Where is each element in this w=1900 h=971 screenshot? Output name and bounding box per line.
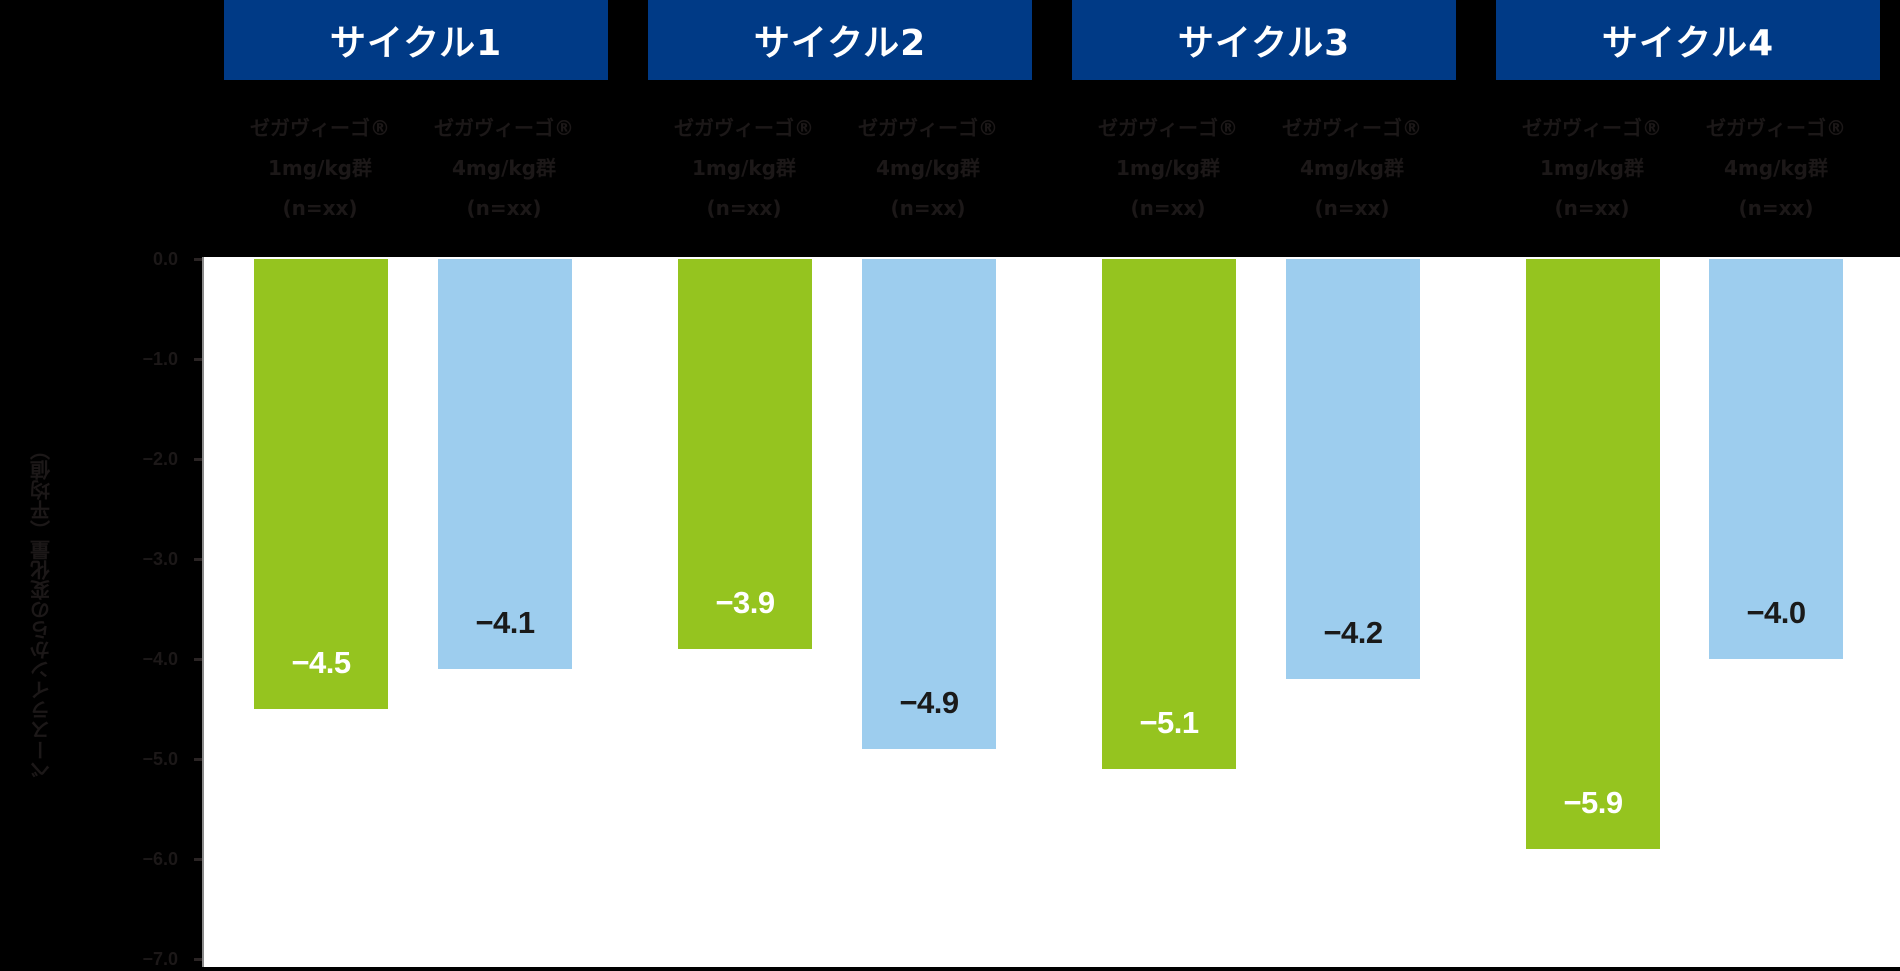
group-label-line: 4mg/kg群 bbox=[452, 156, 556, 180]
group-label-line: (n=xx) bbox=[890, 196, 966, 220]
group-label-low-dose: ゼガヴィーゴ® 1mg/kg群 (n=xx) bbox=[240, 108, 400, 238]
bar-value-label: −3.9 bbox=[715, 585, 775, 620]
bar-cycle1-high-dose: −4.1 bbox=[438, 259, 572, 669]
bar-value-label: −5.1 bbox=[1139, 705, 1199, 740]
y-tick-label: −1.0 bbox=[142, 349, 178, 369]
group-label-line: ゼガヴィーゴ® bbox=[674, 116, 814, 140]
group-label-line: ゼガヴィーゴ® bbox=[1282, 116, 1422, 140]
bar-cycle2-low-dose: −3.9 bbox=[678, 259, 812, 649]
group-label-high-dose: ゼガヴィーゴ® 4mg/kg群 (n=xx) bbox=[848, 108, 1008, 238]
group-label-line: (n=xx) bbox=[282, 196, 358, 220]
group-label-line: 4mg/kg群 bbox=[1724, 156, 1828, 180]
group-label-line: (n=xx) bbox=[1130, 196, 1206, 220]
group-label-line: ゼガヴィーゴ® bbox=[250, 116, 390, 140]
bar-value-label: −4.0 bbox=[1746, 595, 1806, 630]
y-tick-label: 0.0 bbox=[152, 249, 178, 269]
group-label-high-dose: ゼガヴィーゴ® 4mg/kg群 (n=xx) bbox=[424, 108, 584, 238]
cycle-1-header: サイクル1 bbox=[224, 0, 608, 80]
group-label-line: ゼガヴィーゴ® bbox=[1098, 116, 1238, 140]
y-axis-title: ベースラインからの変化量（平均値） bbox=[29, 440, 54, 780]
bar-cycle2-high-dose: −4.9 bbox=[862, 259, 996, 749]
group-label-line: (n=xx) bbox=[1738, 196, 1814, 220]
group-label-low-dose: ゼガヴィーゴ® 1mg/kg群 (n=xx) bbox=[664, 108, 824, 238]
cycle-2-header: サイクル2 bbox=[648, 0, 1032, 80]
bar-cycle1-low-dose: −4.5 bbox=[254, 259, 388, 709]
group-label-line: ゼガヴィーゴ® bbox=[1706, 116, 1846, 140]
y-tick-label: −4.0 bbox=[142, 649, 178, 669]
bar-value-label: −4.2 bbox=[1323, 615, 1383, 650]
y-tick-label: −2.0 bbox=[142, 449, 178, 469]
group-label-high-dose: ゼガヴィーゴ® 4mg/kg群 (n=xx) bbox=[1272, 108, 1432, 238]
bar-value-label: −5.9 bbox=[1563, 785, 1623, 820]
y-tick-label: −3.0 bbox=[142, 549, 178, 569]
group-label-line: 1mg/kg群 bbox=[268, 156, 372, 180]
y-tick bbox=[194, 658, 202, 661]
cycle-3-header: サイクル3 bbox=[1072, 0, 1456, 80]
y-axis-line bbox=[202, 257, 204, 967]
group-label-line: 1mg/kg群 bbox=[1540, 156, 1644, 180]
group-label-line: (n=xx) bbox=[706, 196, 782, 220]
bar-cycle4-high-dose: −4.0 bbox=[1709, 259, 1843, 659]
group-label-line: (n=xx) bbox=[1314, 196, 1390, 220]
bar-value-label: −4.9 bbox=[899, 685, 959, 720]
bar-value-label: −4.1 bbox=[475, 605, 535, 640]
y-tick bbox=[194, 558, 202, 561]
y-tick bbox=[194, 758, 202, 761]
y-tick bbox=[194, 458, 202, 461]
group-label-line: 4mg/kg群 bbox=[1300, 156, 1404, 180]
y-tick-label: −6.0 bbox=[142, 849, 178, 869]
group-label-line: (n=xx) bbox=[466, 196, 542, 220]
bar-cycle3-low-dose: −5.1 bbox=[1102, 259, 1236, 769]
bar-cycle4-low-dose: −5.9 bbox=[1526, 259, 1660, 849]
group-label-low-dose: ゼガヴィーゴ® 1mg/kg群 (n=xx) bbox=[1512, 108, 1672, 238]
group-label-line: ゼガヴィーゴ® bbox=[858, 116, 998, 140]
y-tick-label: −7.0 bbox=[142, 949, 178, 969]
group-label-line: 4mg/kg群 bbox=[876, 156, 980, 180]
y-tick bbox=[194, 258, 202, 261]
y-tick bbox=[194, 858, 202, 861]
group-label-line: 1mg/kg群 bbox=[692, 156, 796, 180]
bar-value-label: −4.5 bbox=[291, 645, 351, 680]
bar-cycle3-high-dose: −4.2 bbox=[1286, 259, 1420, 679]
group-label-line: ゼガヴィーゴ® bbox=[1522, 116, 1662, 140]
y-tick bbox=[194, 358, 202, 361]
y-tick-label: −5.0 bbox=[142, 749, 178, 769]
group-label-line: ゼガヴィーゴ® bbox=[434, 116, 574, 140]
group-label-low-dose: ゼガヴィーゴ® 1mg/kg群 (n=xx) bbox=[1088, 108, 1248, 238]
y-tick bbox=[194, 958, 202, 961]
cycle-4-header: サイクル4 bbox=[1496, 0, 1880, 80]
group-label-line: 1mg/kg群 bbox=[1116, 156, 1220, 180]
group-label-line: (n=xx) bbox=[1554, 196, 1630, 220]
group-label-high-dose: ゼガヴィーゴ® 4mg/kg群 (n=xx) bbox=[1696, 108, 1856, 238]
